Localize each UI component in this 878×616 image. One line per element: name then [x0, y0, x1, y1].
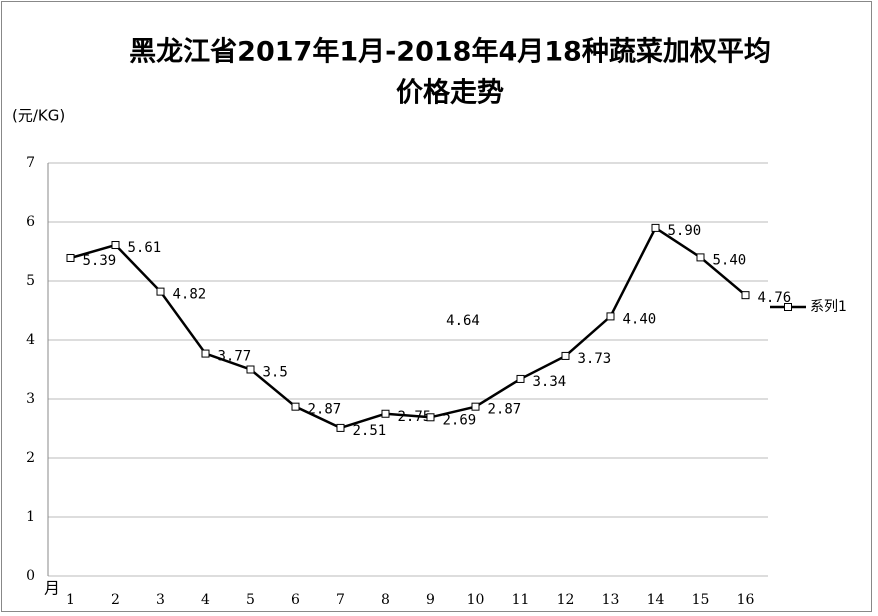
marker [741, 291, 750, 300]
x-tick-label: 16 [737, 592, 755, 608]
x-tick-label: 2 [111, 592, 120, 608]
value-label: 2.75 [398, 409, 432, 425]
chart-title: 黑龙江省2017年1月-2018年4月18种蔬菜加权平均 [129, 36, 771, 68]
x-tick-label: 15 [692, 592, 710, 608]
x-tick-label: 9 [426, 592, 435, 608]
x-tick-label: 3 [156, 592, 165, 608]
marker [201, 349, 210, 358]
x-tick-label: 4 [201, 592, 210, 608]
value-label: 2.51 [353, 423, 387, 439]
y-tick-label: 6 [26, 214, 35, 230]
value-label: 4.82 [173, 287, 207, 303]
marker [471, 402, 480, 411]
marker [246, 365, 255, 374]
value-label: 5.61 [128, 240, 162, 256]
x-tick-label: 7 [336, 592, 345, 608]
value-label: 5.90 [668, 223, 702, 239]
y-tick-label: 3 [26, 391, 35, 407]
chart-title: 价格走势 [396, 78, 504, 109]
value-label: 4.76 [758, 290, 792, 306]
y-axis-label: (元/KG) [12, 107, 65, 125]
marker [696, 253, 705, 262]
marker [561, 351, 570, 360]
value-label: 3.77 [218, 349, 252, 365]
value-label: 5.39 [83, 253, 117, 269]
value-label: 2.87 [308, 402, 342, 418]
x-tick-label: 8 [381, 592, 390, 608]
x-tick-label: 6 [291, 592, 300, 608]
x-tick-label: 12 [557, 592, 575, 608]
value-label: 5.40 [713, 252, 747, 268]
value-label: 3.34 [533, 374, 567, 390]
value-label: 3.5 [263, 365, 288, 381]
value-label: 2.69 [443, 412, 477, 428]
value-label: 3.73 [578, 351, 612, 367]
marker [156, 287, 165, 296]
x-tick-label: 13 [602, 592, 620, 608]
marker [381, 409, 390, 418]
y-tick-label: 7 [26, 155, 35, 171]
marker [651, 223, 660, 232]
value-label: 4.40 [623, 311, 657, 327]
x-tick-label: 10 [467, 592, 485, 608]
marker [291, 402, 300, 411]
legend-marker [784, 303, 792, 311]
y-tick-label: 4 [26, 332, 35, 348]
x-tick-label: 1 [66, 592, 75, 608]
x-tick-label: 14 [647, 592, 665, 608]
x-tick-label: 5 [246, 592, 255, 608]
legend-label: 系列1 [810, 299, 847, 315]
marker [426, 413, 435, 422]
series-line [70, 226, 747, 430]
y-tick-label: 0 [26, 568, 35, 584]
value-label: 2.87 [488, 402, 522, 418]
y-tick-label: 1 [26, 509, 35, 525]
marker [606, 312, 615, 321]
y-tick-label: 5 [26, 273, 35, 289]
y-tick-label: 2 [26, 450, 35, 466]
marker [336, 423, 345, 432]
annotation: 4.64 [446, 313, 480, 329]
x-axis-label: 月 [44, 579, 60, 598]
marker [111, 241, 120, 250]
x-tick-label: 11 [512, 592, 530, 608]
marker [66, 253, 75, 262]
marker [516, 374, 525, 383]
